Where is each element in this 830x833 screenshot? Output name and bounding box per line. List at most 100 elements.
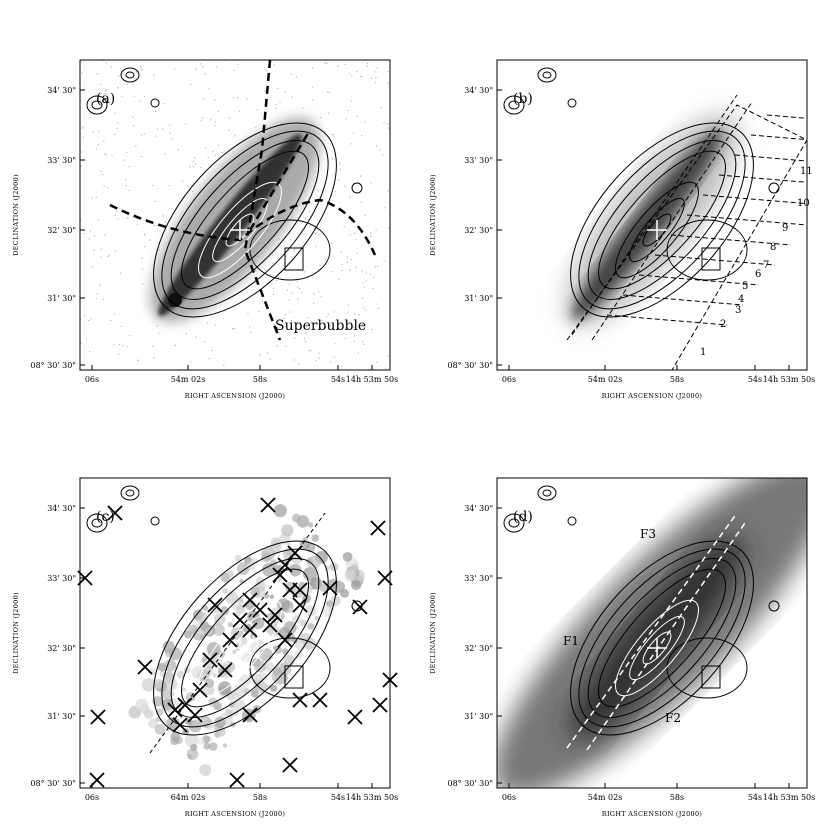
noise (144, 95, 146, 98)
noise (126, 346, 128, 348)
noise (95, 297, 97, 300)
blob (281, 524, 294, 537)
blob (286, 550, 292, 556)
noise (171, 138, 173, 140)
beam (86, 95, 108, 115)
noise (82, 136, 84, 138)
noise (228, 117, 231, 119)
noise (118, 343, 121, 346)
x-tick-label: 64m 02s (171, 793, 206, 802)
noise (325, 316, 328, 318)
contour (284, 665, 304, 689)
blob (292, 513, 301, 523)
noise (119, 207, 121, 210)
blob (289, 563, 302, 577)
noise (185, 332, 187, 335)
strip (766, 114, 807, 119)
noise (290, 73, 293, 75)
contour (597, 150, 727, 290)
noise (276, 345, 279, 347)
noise (302, 107, 304, 109)
x-axis-title: RIGHT ASCENSION (J2000) (185, 392, 286, 400)
y-tick-label: 32' 30" (464, 644, 493, 653)
noise (222, 317, 225, 319)
noise (156, 325, 158, 327)
beam (537, 67, 557, 83)
noise (318, 268, 320, 271)
noise (238, 110, 241, 113)
strip-number: 10 (797, 198, 810, 209)
source-marker (90, 709, 106, 725)
y-tick-label: 08° 30' 30" (30, 361, 76, 370)
beam (150, 98, 160, 108)
y-tick-label: 34' 30" (47, 86, 76, 95)
blob (307, 622, 315, 630)
noise (105, 154, 108, 156)
noise (81, 72, 83, 74)
blob (235, 604, 245, 614)
noise (352, 132, 355, 134)
strip (566, 104, 807, 370)
noise (290, 320, 293, 322)
noise (121, 95, 123, 97)
noise (293, 248, 296, 251)
blob (216, 726, 227, 737)
blob (143, 709, 154, 719)
noise (246, 292, 248, 294)
noise (330, 271, 333, 273)
noise (154, 110, 157, 113)
source-marker (292, 692, 308, 708)
noise (119, 272, 122, 274)
noise (366, 65, 368, 68)
noise (151, 345, 154, 348)
x-tick-label: 14h 53m 50s (763, 375, 815, 384)
blob (307, 521, 314, 528)
noise (256, 109, 258, 111)
blob (208, 697, 218, 707)
blob (159, 671, 165, 677)
noise (334, 343, 336, 345)
source-marker (207, 597, 223, 613)
blob (222, 743, 228, 748)
panel-label: (c) (96, 509, 115, 525)
noise (328, 91, 331, 94)
y-tick-label: 33' 30" (47, 156, 76, 165)
slit (566, 512, 746, 751)
noise (387, 190, 389, 192)
noise (128, 189, 130, 192)
noise (141, 69, 144, 71)
knot (168, 293, 182, 307)
noise (379, 149, 381, 151)
noise (273, 323, 276, 326)
noise (132, 83, 134, 85)
noise (299, 246, 302, 248)
blob (246, 678, 252, 684)
noise (387, 123, 389, 125)
noise (132, 116, 134, 118)
noise (353, 232, 356, 235)
strip (606, 314, 728, 326)
blob (240, 652, 251, 663)
x-tick-label: 58s (253, 793, 267, 802)
noise (377, 307, 380, 309)
noise (85, 338, 88, 340)
noise (318, 352, 320, 354)
noise (328, 112, 330, 114)
noise (372, 276, 375, 278)
noise (82, 126, 84, 128)
noise (122, 345, 124, 347)
source-marker (347, 709, 363, 725)
blob (204, 678, 215, 688)
noise (140, 134, 143, 136)
blob (141, 677, 156, 692)
strip-number: 3 (735, 305, 741, 316)
noise (207, 156, 209, 159)
noise (194, 163, 197, 165)
beam (768, 600, 780, 612)
noise (301, 291, 303, 294)
noise (96, 73, 98, 75)
source-marker (272, 567, 288, 583)
noise (357, 314, 360, 316)
noise (114, 214, 116, 217)
noise (232, 97, 234, 99)
